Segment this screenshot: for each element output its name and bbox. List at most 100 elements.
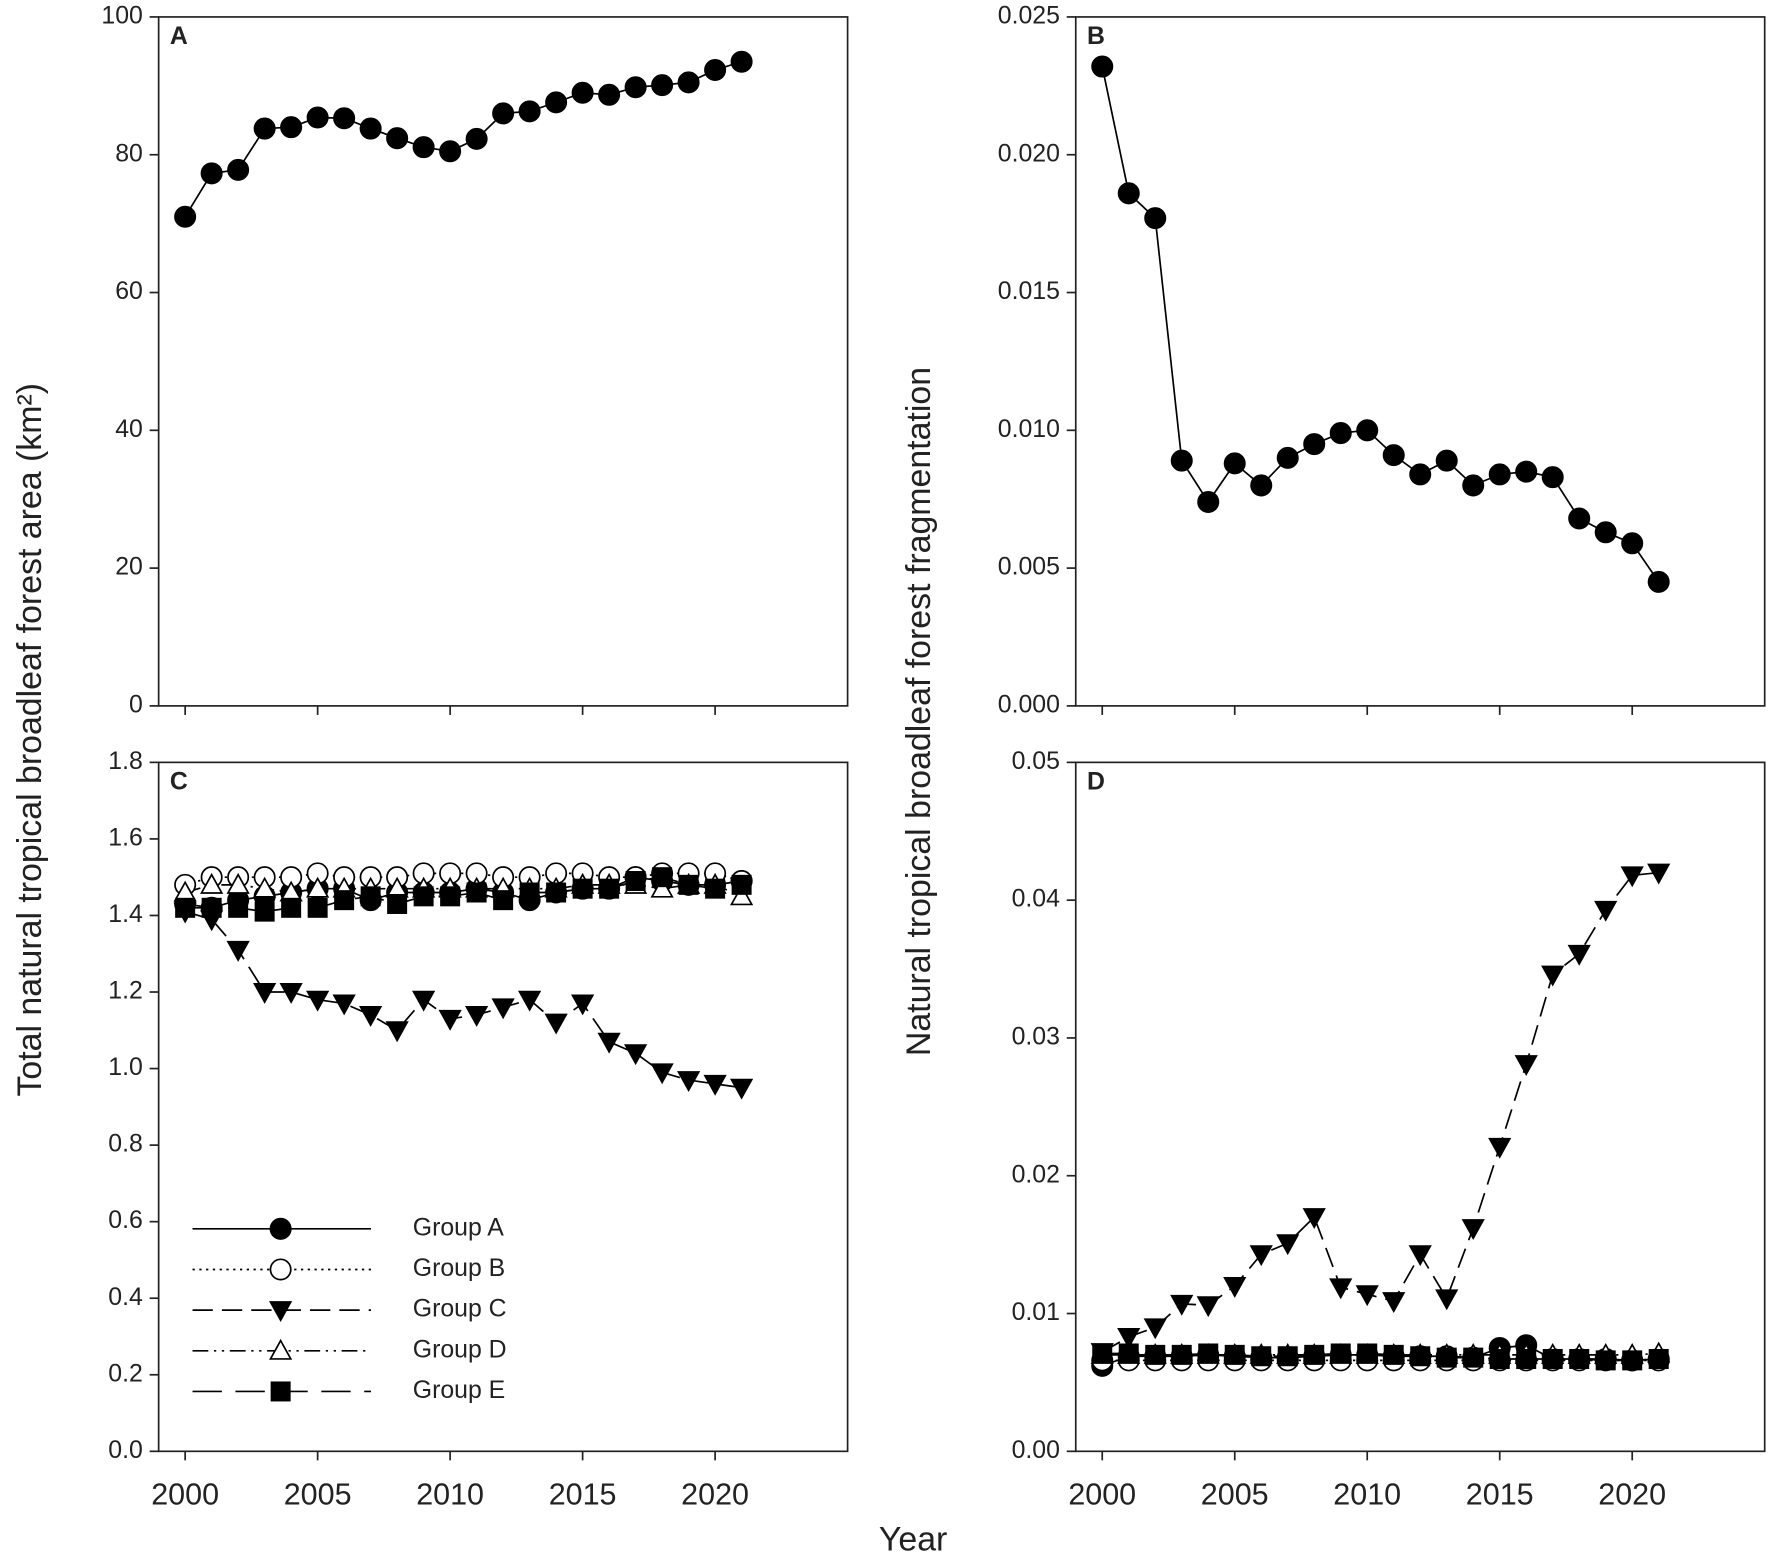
data-point xyxy=(1647,570,1670,593)
series-line xyxy=(1101,1344,1659,1367)
data-point xyxy=(228,897,249,918)
data-point xyxy=(731,874,752,895)
legend-marker xyxy=(269,1338,293,1360)
legend-label: Group E xyxy=(413,1377,505,1404)
x-tick-label: 2005 xyxy=(284,1478,352,1512)
data-point xyxy=(385,1021,409,1043)
y-tick-label: 60 xyxy=(115,278,143,305)
data-point xyxy=(226,940,250,962)
legend-label: Group D xyxy=(413,1336,507,1363)
data-point xyxy=(200,872,224,894)
data-point xyxy=(519,882,540,903)
data-point xyxy=(1198,1343,1219,1364)
data-point xyxy=(1223,452,1246,475)
data-point xyxy=(624,76,647,99)
data-point xyxy=(650,876,674,898)
data-point xyxy=(650,1063,674,1085)
data-point xyxy=(438,1009,462,1031)
x-tick-label: 2015 xyxy=(1466,1478,1534,1512)
y-tick-label: 0.2 xyxy=(108,1360,143,1387)
legend-marker xyxy=(269,1217,292,1240)
y-tick-label: 0.000 xyxy=(998,691,1060,718)
data-point xyxy=(1622,1350,1643,1371)
y-axis-label: Total natural tropical broadleaf forest … xyxy=(11,383,49,1097)
data-point xyxy=(1303,433,1326,456)
data-point xyxy=(491,998,515,1020)
y-tick-label: 80 xyxy=(115,140,143,167)
data-point xyxy=(1171,1344,1192,1365)
data-point xyxy=(1408,1245,1432,1267)
y-tick-label: 0.05 xyxy=(1012,748,1060,775)
data-point xyxy=(1514,1055,1538,1077)
data-point xyxy=(201,897,222,918)
data-point xyxy=(571,994,595,1016)
data-point xyxy=(386,127,409,150)
data-point xyxy=(226,872,250,894)
data-point xyxy=(704,58,727,82)
data-point xyxy=(359,117,382,140)
data-point xyxy=(1594,521,1617,544)
data-point xyxy=(306,876,330,898)
data-point xyxy=(1516,1349,1537,1369)
legend-label: Group C xyxy=(413,1296,507,1323)
data-point xyxy=(1382,1292,1406,1314)
data-point xyxy=(1277,1346,1298,1367)
data-point xyxy=(652,867,673,888)
data-point xyxy=(175,897,196,918)
x-tick-label: 2000 xyxy=(151,1478,219,1512)
data-point xyxy=(1223,1276,1247,1298)
data-point xyxy=(598,83,621,106)
y-tick-label: 100 xyxy=(101,3,142,30)
x-tick-label: 2000 xyxy=(1068,1478,1136,1512)
data-point xyxy=(1541,466,1564,489)
plot-frame xyxy=(1074,16,1766,707)
data-point xyxy=(1409,463,1432,486)
data-point xyxy=(1567,944,1591,966)
legend-label: Group A xyxy=(413,1214,505,1241)
data-point xyxy=(1170,1294,1194,1316)
data-point xyxy=(1356,419,1379,442)
y-tick-label: 1.4 xyxy=(108,901,143,928)
y-tick-label: 0.04 xyxy=(1012,886,1061,913)
data-point xyxy=(279,983,303,1004)
data-point xyxy=(677,71,700,94)
data-point xyxy=(651,74,674,97)
data-point xyxy=(280,116,303,139)
data-point xyxy=(1276,1234,1300,1256)
panel-label: C xyxy=(170,768,188,795)
y-tick-label: 0.0 xyxy=(108,1437,143,1464)
data-point xyxy=(1251,1346,1272,1367)
data-point xyxy=(1382,444,1405,467)
y-tick-label: 0.025 xyxy=(998,3,1060,30)
panel-label: D xyxy=(1087,768,1105,795)
y-tick-label: 0.00 xyxy=(1012,1437,1060,1464)
data-point xyxy=(1488,1137,1512,1159)
legend-label: Group B xyxy=(413,1255,505,1282)
data-point xyxy=(1250,474,1273,497)
panel-label: B xyxy=(1087,23,1105,50)
y-tick-label: 0.02 xyxy=(1012,1161,1060,1188)
data-point xyxy=(253,983,277,1004)
plot-frame xyxy=(1074,761,1766,1453)
data-point xyxy=(678,874,699,895)
data-point xyxy=(599,878,620,899)
data-point xyxy=(572,878,593,899)
series-line xyxy=(1101,66,1660,583)
x-tick-label: 2010 xyxy=(416,1478,484,1512)
data-point xyxy=(1091,55,1114,78)
data-point xyxy=(1118,1343,1139,1364)
data-point xyxy=(493,890,514,911)
panel-label: A xyxy=(170,23,188,50)
data-point xyxy=(465,127,488,150)
data-point xyxy=(1462,474,1485,497)
data-point xyxy=(439,140,462,163)
data-point xyxy=(360,886,381,907)
data-point xyxy=(625,871,646,892)
series-line xyxy=(1102,1352,1659,1362)
data-point xyxy=(492,102,515,125)
data-point xyxy=(1488,463,1511,486)
data-point xyxy=(359,1006,383,1027)
y-axis-label: Natural tropical broadleaf forest fragme… xyxy=(900,367,938,1056)
data-point xyxy=(1329,1278,1353,1300)
